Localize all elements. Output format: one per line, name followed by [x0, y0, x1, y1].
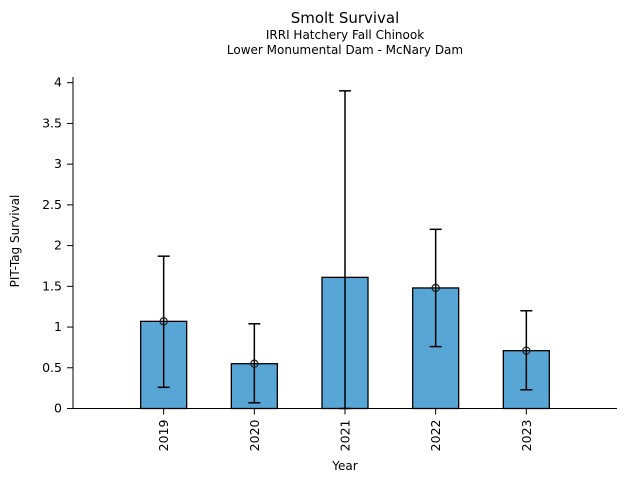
x-tick-label-2022: 2022: [428, 420, 443, 452]
point-marker-2023: [522, 346, 531, 355]
y-tick-label-4: 4: [54, 75, 62, 90]
chart-subtitle-line2: Lower Monumental Dam - McNary Dam: [226, 43, 464, 57]
y-tick-label-1.5: 1.5: [42, 278, 62, 293]
y-tick-label-3.5: 3.5: [42, 115, 62, 130]
chart-subtitle-line1: IRRI Hatchery Fall Chinook: [265, 28, 425, 42]
y-tick-label-2: 2: [54, 238, 62, 253]
point-marker-2019: [159, 317, 168, 326]
y-tick-label-0.5: 0.5: [42, 360, 62, 375]
x-tick-label-2020: 2020: [247, 419, 262, 451]
y-tick-label-0: 0: [54, 401, 62, 416]
x-tick-label-2021: 2021: [338, 420, 353, 452]
y-tick-label-3: 3: [54, 156, 62, 171]
y-tick-label-1: 1: [54, 319, 62, 334]
chart-title: Smolt Survival: [290, 9, 400, 27]
point-marker-2020: [250, 359, 259, 368]
x-tick-label-2023: 2023: [519, 420, 534, 452]
x-tick-label-2019: 2019: [156, 419, 171, 451]
y-tick-label-2.5: 2.5: [42, 197, 62, 212]
point-marker-2022: [431, 283, 440, 293]
x-axis-label: Year: [332, 459, 358, 473]
